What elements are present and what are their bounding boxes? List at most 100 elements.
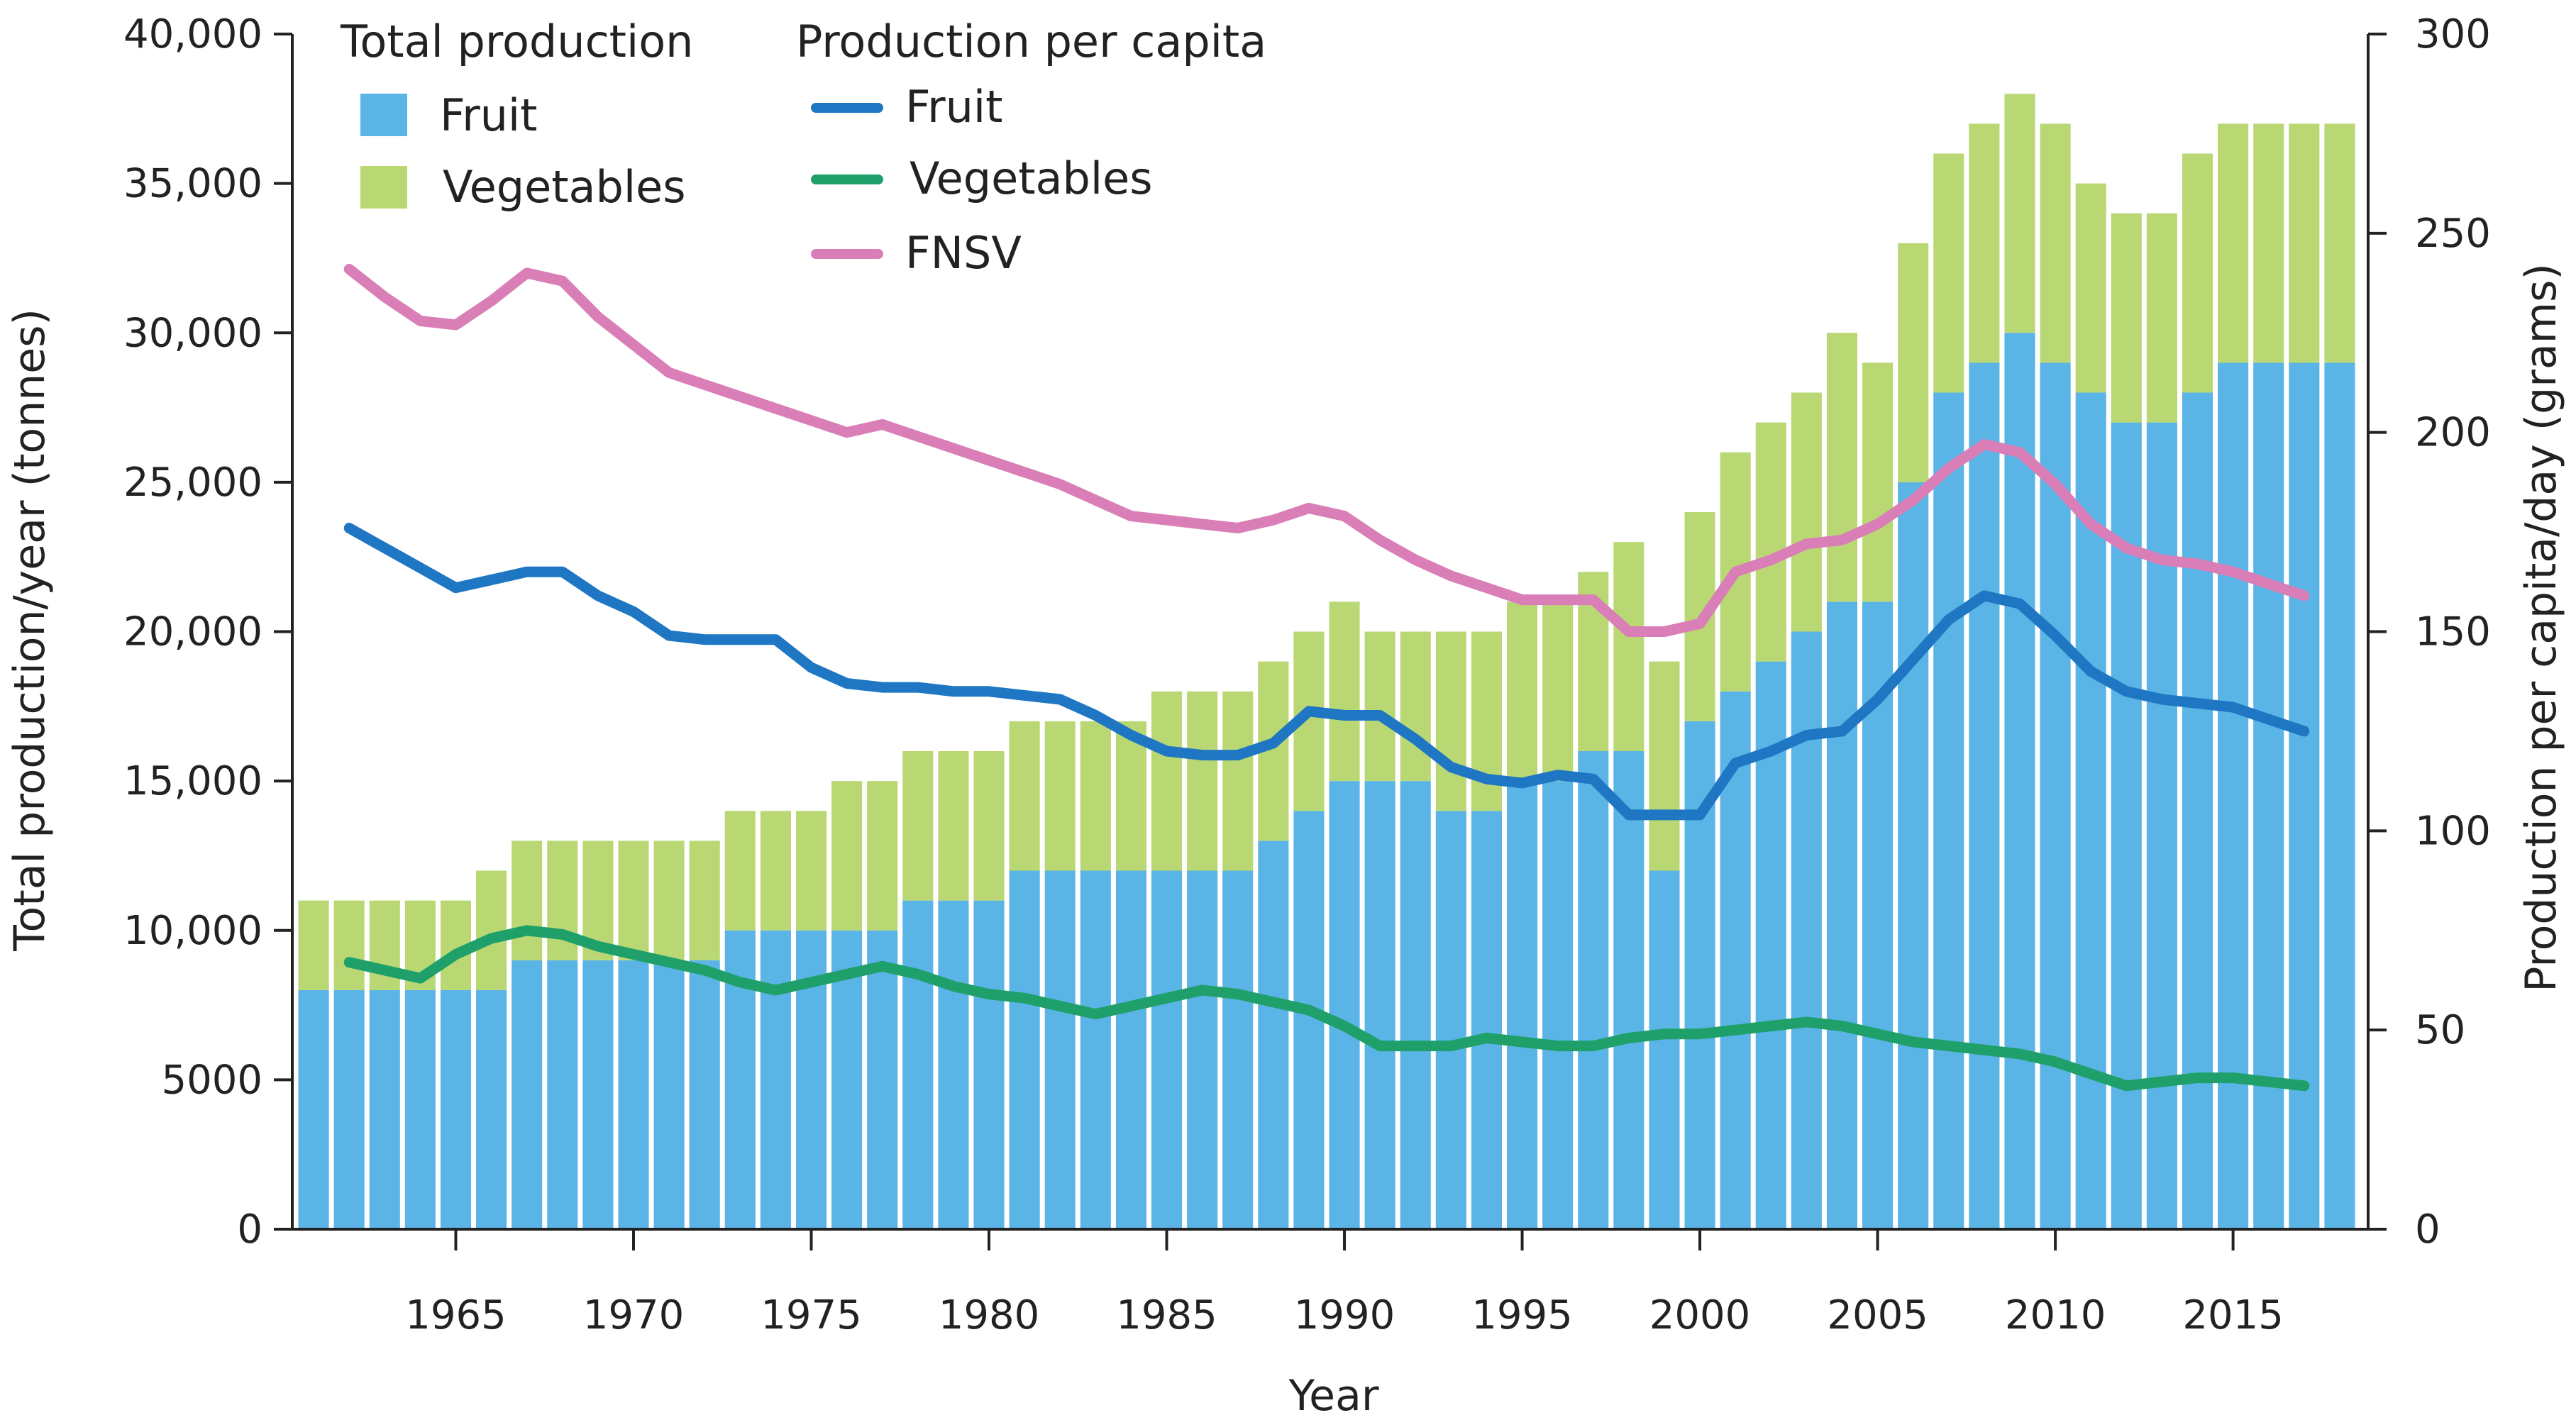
x-tick-label: 1985: [1116, 1292, 1217, 1338]
y-left-tick-label: 35,000: [123, 161, 262, 207]
bar-fruit-1969: [582, 960, 614, 1229]
bar-fruit-1986: [1187, 870, 1218, 1229]
legend-swatch-fruit-bar: [360, 94, 407, 136]
x-tick-label: 1970: [583, 1292, 685, 1338]
bar-vegetables-2018: [2324, 123, 2355, 363]
bar-fruit-1996: [1542, 781, 1574, 1229]
bar-vegetables-2015: [2218, 123, 2249, 363]
bar-vegetables-2002: [1755, 422, 1786, 662]
legend-label-fnsv-line: FNSV: [905, 227, 1022, 279]
bar-vegetables-1973: [724, 811, 756, 931]
bar-vegetables-1967: [512, 841, 543, 960]
x-tick-label: 1990: [1294, 1292, 1395, 1338]
legend-swatch-vegetables-bar: [360, 166, 407, 209]
bar-vegetables-1962: [333, 900, 365, 990]
bar-fruit-2016: [2253, 362, 2284, 1229]
bar-vegetables-1978: [902, 751, 934, 901]
bar-fruit-1988: [1258, 841, 1289, 1229]
legend-label-fruit-line: Fruit: [905, 81, 1002, 133]
bar-fruit-2017: [2289, 362, 2320, 1229]
bar-fruit-1964: [404, 990, 436, 1229]
bar-fruit-1997: [1578, 751, 1609, 1229]
bar-vegetables-1976: [831, 781, 863, 931]
bar-vegetables-1985: [1151, 691, 1183, 871]
legend-label-vegetables-line: Vegetables: [910, 152, 1153, 204]
bar-vegetables-1996: [1542, 601, 1574, 782]
bar-vegetables-2003: [1791, 392, 1822, 632]
bar-fruit-1978: [902, 900, 934, 1229]
bar-vegetables-2017: [2289, 123, 2320, 363]
bar-vegetables-2007: [1933, 153, 1964, 393]
bar-vegetables-1993: [1435, 631, 1466, 811]
x-axis-title: Year: [1288, 1371, 1378, 1420]
bar-fruit-1995: [1507, 781, 1538, 1229]
bar-fruit-1967: [512, 960, 543, 1229]
y-right-tick-label: 50: [2415, 1007, 2465, 1053]
bar-fruit-1962: [333, 990, 365, 1229]
x-tick-label: 1995: [1471, 1292, 1573, 1338]
bar-vegetables-1977: [867, 781, 898, 931]
bar-vegetables-1979: [938, 751, 969, 901]
bar-fruit-1966: [476, 990, 507, 1229]
y-right-tick-label: 100: [2415, 808, 2491, 854]
bar-fruit-1998: [1613, 751, 1644, 1229]
bar-fruit-2008: [1969, 362, 2000, 1229]
bar-fruit-2014: [2182, 392, 2213, 1229]
bar-vegetables-2010: [2040, 123, 2071, 363]
bar-vegetables-1971: [653, 841, 685, 960]
bar-fruit-2018: [2324, 362, 2355, 1229]
bar-fruit-1965: [440, 990, 472, 1229]
bar-fruit-2006: [1898, 482, 1929, 1229]
bar-vegetables-2013: [2146, 213, 2177, 423]
bar-vegetables-1984: [1115, 721, 1146, 871]
bar-fruit-1987: [1222, 870, 1254, 1229]
bar-vegetables-2016: [2253, 123, 2284, 363]
x-tick-label: 2015: [2182, 1292, 2284, 1338]
bar-vegetables-1966: [476, 870, 507, 990]
bar-vegetables-1987: [1222, 691, 1254, 871]
y-right-tick-label: 200: [2415, 410, 2491, 456]
y-left-tick-label: 10,000: [123, 908, 262, 954]
bar-vegetables-2012: [2111, 213, 2142, 423]
legend-lines-heading: Production per capita: [796, 16, 1266, 67]
legend-label-fruit-bar: Fruit: [440, 89, 537, 141]
line-vegetables: [343, 925, 2310, 1092]
axes-layer: 0 5000 10,000 15,000 20,000 25,000 30,000 35,00…: [123, 11, 2491, 1338]
bar-fruit-1980: [973, 900, 1005, 1229]
y-left-tick-label: 5000: [161, 1057, 262, 1103]
bar-fruit-1972: [689, 960, 720, 1229]
bar-fruit-2007: [1933, 392, 1964, 1229]
bar-fruit-1971: [653, 960, 685, 1229]
x-tick-label: 1980: [939, 1292, 1040, 1338]
legend-bars-heading: Total production: [340, 16, 693, 67]
line-fruit: [343, 523, 2310, 821]
bar-vegetables-1980: [973, 751, 1005, 901]
bar-fruit-1984: [1115, 870, 1146, 1229]
bar-vegetables-1986: [1187, 691, 1218, 871]
bar-vegetables-1983: [1080, 721, 1111, 871]
bar-fruit-1991: [1364, 781, 1395, 1229]
bar-vegetables-1990: [1329, 601, 1360, 782]
line-fnsv: [343, 263, 2310, 637]
y-left-tick-label: 25,000: [123, 460, 262, 506]
bar-fruit-1982: [1044, 870, 1076, 1229]
y-right-tick-label: 250: [2415, 211, 2491, 257]
bar-fruit-1981: [1009, 870, 1040, 1229]
bar-vegetables-2011: [2075, 183, 2106, 393]
bar-fruit-1968: [547, 960, 578, 1229]
bar-fruit-1993: [1435, 811, 1466, 1229]
bar-fruit-1974: [760, 930, 791, 1229]
bar-fruit-2015: [2218, 362, 2249, 1229]
bar-vegetables-1972: [689, 841, 720, 960]
bar-vegetables-1981: [1009, 721, 1040, 871]
bar-fruit-1999: [1649, 870, 1680, 1229]
y-right-tick-label: 150: [2415, 609, 2491, 655]
bar-vegetables-1999: [1649, 661, 1680, 871]
x-tick-label: 2010: [2005, 1292, 2106, 1338]
y-left-tick-label: 30,000: [123, 310, 262, 356]
bar-vegetables-2004: [1826, 333, 1858, 602]
y-left-tick-label: 40,000: [123, 11, 262, 57]
bar-fruit-1983: [1080, 870, 1111, 1229]
y-left-tick-label: 0: [237, 1207, 262, 1253]
y-right-tick-label: 300: [2415, 11, 2491, 57]
